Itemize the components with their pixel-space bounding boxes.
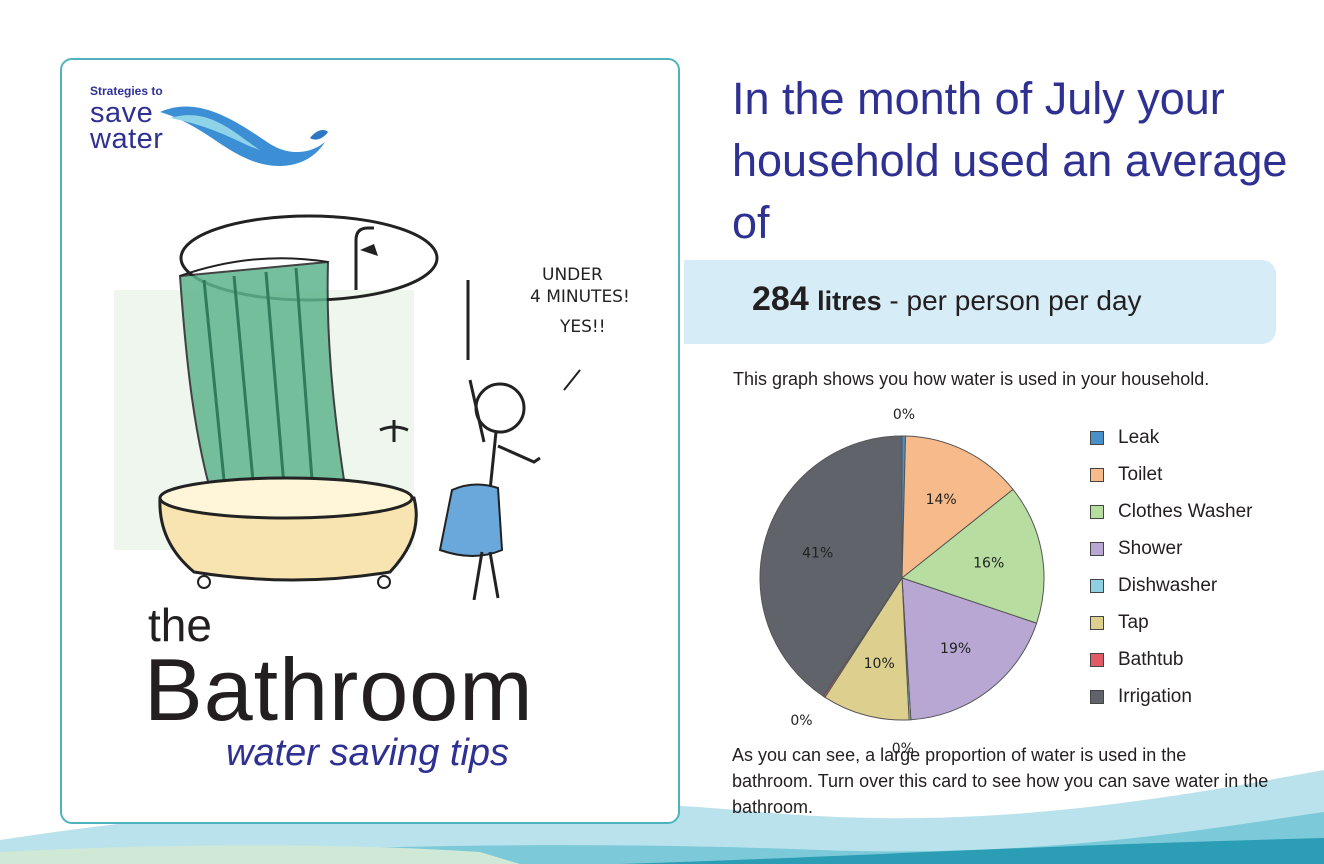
- usage-headline: In the month of July your household used…: [732, 73, 1288, 248]
- legend-swatch: [1090, 431, 1104, 445]
- legend-swatch: [1090, 579, 1104, 593]
- graph-intro: This graph shows you how water is used i…: [733, 369, 1210, 389]
- legend-label: Dishwasher: [1118, 575, 1218, 596]
- logo-tagline: Strategies to: [90, 84, 163, 98]
- usage-unit: litres: [817, 286, 882, 316]
- legend-swatch: [1090, 505, 1104, 519]
- pie-label-shower: 19%: [940, 641, 971, 657]
- pie-label-tap: 10%: [864, 656, 895, 672]
- pie-label-clothes-washer: 16%: [973, 556, 1004, 572]
- legend-swatch: [1090, 616, 1104, 630]
- legend-label: Bathtub: [1118, 649, 1184, 670]
- legend-swatch: [1090, 542, 1104, 556]
- bathroom-illustration: UNDER 4 MINUTES! YES!!: [114, 214, 635, 600]
- usage-number: 284: [752, 280, 809, 318]
- legend-label: Tap: [1118, 612, 1149, 633]
- logo-wave-icon: [160, 106, 328, 166]
- usage-stat-banner: 284 litres - per person per day: [684, 260, 1276, 344]
- usage-stat: 284 litres - per person per day: [752, 280, 1142, 319]
- pie-slice-shower: [901, 577, 1038, 721]
- bubble-line-2: 4 MINUTES!: [530, 287, 630, 307]
- legend-label: Toilet: [1118, 464, 1163, 485]
- water-use-pie-chart: 0% 14% 16% 19% 0% 10% 0% 41%: [759, 407, 1045, 757]
- legend-swatch: [1090, 653, 1104, 667]
- title-subtitle: water saving tips: [226, 732, 510, 774]
- legend-label: Irrigation: [1118, 686, 1192, 707]
- pie-slice-tap: [824, 576, 910, 721]
- title-the: the: [148, 599, 212, 651]
- save-water-logo: Strategies to save water: [90, 84, 328, 166]
- legend-label: Clothes Washer: [1118, 501, 1253, 522]
- bathroom-card: Strategies to save water UNDER 4: [60, 58, 680, 824]
- bubble-line-1: UNDER: [542, 265, 603, 285]
- usage-rest: - per person per day: [881, 285, 1142, 316]
- legend-swatch: [1090, 690, 1104, 704]
- legend-swatch: [1090, 468, 1104, 482]
- logo-wordmark: save water: [90, 97, 164, 155]
- title-bathroom: Bathroom: [144, 640, 534, 739]
- svg-text:UNDER 4 MINUTES! Y: UNDER 4 MINUTES! YES!!: [530, 265, 635, 337]
- pie-label-bathtub: 0%: [790, 713, 812, 729]
- pie-slice-irrigation: [759, 435, 903, 698]
- legend-label: Leak: [1118, 427, 1160, 448]
- pie-slice-toilet: [901, 435, 1014, 580]
- pie-label-irrigation: 41%: [802, 546, 833, 562]
- bubble-line-3: YES!!: [559, 317, 606, 337]
- pie-label-dishwasher: 0%: [892, 741, 914, 757]
- pie-label-leak: 0%: [893, 407, 915, 423]
- legend-label: Shower: [1118, 538, 1183, 559]
- pie-label-toilet: 14%: [926, 492, 957, 508]
- chart-caption: As you can see, a large proportion of wa…: [732, 745, 1269, 817]
